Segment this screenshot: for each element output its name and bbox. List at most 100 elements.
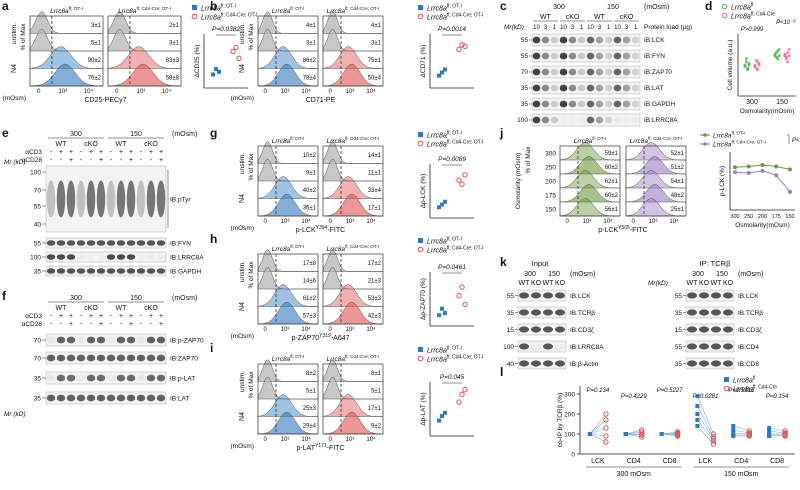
pair-line	[697, 395, 714, 435]
data-point	[603, 439, 609, 445]
blot-band	[156, 374, 166, 382]
main-text: Lrrc8a	[733, 378, 753, 385]
label: 10	[533, 25, 540, 31]
blot-band	[66, 254, 76, 260]
histogram	[107, 46, 181, 69]
legend-label: Lrrc8afl; Cd4-Cre; OT-I	[201, 13, 258, 22]
x-tick-label: 10⁴	[366, 88, 376, 95]
blot-band	[116, 240, 126, 246]
data-point	[437, 205, 441, 210]
data-point	[462, 172, 468, 178]
label: Mr (kD)	[4, 159, 26, 166]
blot-band	[710, 343, 722, 350]
blot-band	[586, 52, 595, 60]
main-text: Lrrc8a	[630, 138, 649, 145]
label: 1	[607, 25, 611, 31]
x-tick-label: CD4	[734, 458, 748, 465]
histogram	[322, 377, 383, 400]
label: KO	[555, 280, 566, 287]
blot-band	[613, 84, 622, 92]
blot-band	[116, 394, 126, 402]
blot-band	[136, 374, 146, 382]
blot-band	[577, 84, 586, 92]
row-label: 150	[545, 207, 556, 214]
superscript: fl; OT-I	[290, 136, 304, 141]
legend-marker	[418, 238, 423, 243]
blot-band	[86, 268, 96, 274]
label: KO	[531, 280, 542, 287]
superscript: fl; Cd4-Cre; OT-I	[345, 6, 379, 11]
x-tick-label: 10³	[59, 89, 68, 95]
data-point	[767, 434, 772, 438]
main-text: Lrrc8a	[327, 246, 346, 253]
main-text: Lrrc8a	[201, 6, 221, 13]
label: 10	[614, 25, 621, 31]
stat-label: 8±2	[306, 371, 317, 377]
panel-title: Lrrc8afl; OT-I	[272, 354, 305, 363]
superscript: fl; OT-I	[447, 131, 462, 137]
y-axis-label: Cell volume (a.u.)	[727, 40, 734, 91]
label: -	[110, 157, 113, 164]
pair-line	[589, 427, 607, 435]
label: 150	[548, 271, 560, 278]
legend-label: Lrrc8afl; OT-I	[427, 346, 462, 355]
label: cKO	[144, 305, 158, 312]
blot-band	[595, 36, 604, 44]
main-text: Lrrc8a	[713, 142, 732, 149]
blot-band	[76, 354, 86, 362]
blot-band	[698, 326, 710, 333]
blot-band	[66, 240, 76, 246]
x-tick-label: CD4	[627, 458, 641, 465]
superscript: fl; Cd4-Cre; OT-I	[345, 354, 379, 359]
label: 100	[517, 117, 528, 124]
pair-line	[697, 413, 714, 440]
plot-frame	[322, 145, 384, 217]
label: -	[110, 313, 113, 320]
data-point	[437, 418, 441, 423]
histogram	[322, 267, 383, 290]
blot-band	[586, 68, 595, 76]
main-text: Lrrc8a	[427, 6, 447, 13]
blot-band	[56, 254, 66, 260]
main-text: p-ZAP70	[292, 335, 320, 342]
blot-band	[560, 117, 568, 124]
blot-band	[550, 84, 559, 92]
group-label: 300 mOsm	[617, 471, 651, 478]
data-point	[440, 306, 444, 311]
label: -	[50, 149, 53, 156]
label: +	[119, 149, 123, 156]
label: KO	[699, 280, 710, 287]
histogram	[257, 359, 318, 382]
plot-frame	[257, 363, 319, 435]
row-label: 200	[545, 179, 556, 186]
plot-frame	[625, 145, 687, 217]
histogram	[322, 159, 383, 182]
label: 70	[521, 69, 529, 76]
label: -	[120, 321, 123, 328]
plot-frame	[257, 253, 319, 325]
histogram	[29, 46, 103, 69]
blot-band	[686, 309, 698, 316]
label: IB:CD3ζ	[570, 327, 594, 334]
superscript: fl; OT-I	[290, 6, 304, 11]
blot-band	[554, 360, 566, 367]
row-label: unstim.	[239, 261, 246, 282]
main-text: p-LAT	[296, 445, 315, 452]
label: 70	[34, 356, 42, 363]
x-tick-label: 0	[329, 437, 333, 443]
blot-band	[96, 268, 106, 274]
label: 1	[553, 25, 557, 31]
label: +	[99, 149, 103, 156]
blot-band	[586, 84, 595, 92]
blot-band	[631, 36, 640, 44]
main-text: Lrrc8a	[327, 138, 346, 145]
panel-title: Lrrc8afl; Cd4-Cre; OT-I	[630, 136, 683, 145]
x-tick-label: 10³	[281, 219, 290, 225]
main-text: Lrrc8a	[50, 8, 69, 15]
histogram	[29, 63, 103, 87]
blot-band	[613, 52, 622, 60]
data-point	[456, 46, 462, 53]
histogram	[559, 170, 620, 189]
blot-band	[86, 354, 96, 362]
label: 150	[607, 4, 619, 11]
